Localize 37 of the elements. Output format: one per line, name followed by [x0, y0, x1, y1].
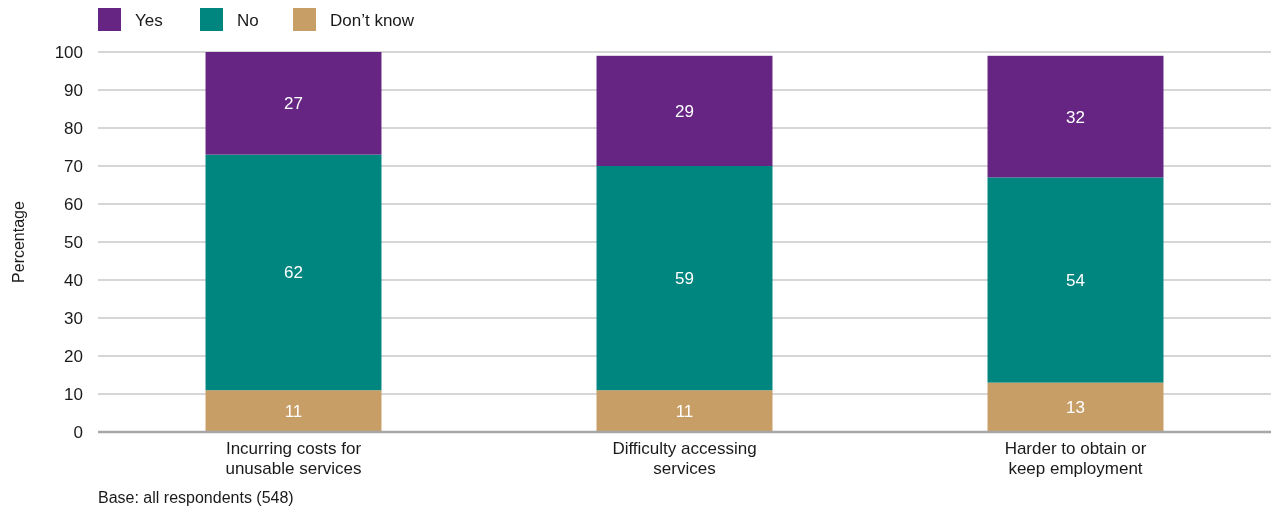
legend-label: Don’t know: [330, 10, 415, 30]
bar: [596, 166, 773, 391]
y-tick-label: 20: [64, 346, 83, 366]
y-tick-label: 70: [64, 156, 83, 176]
bar: [987, 382, 1164, 432]
y-tick-label: 10: [64, 384, 83, 404]
legend-label: No: [237, 10, 259, 30]
data-label: 11: [675, 402, 694, 422]
bar: [205, 52, 382, 155]
bar: [596, 390, 773, 432]
y-tick-label: 100: [54, 42, 83, 62]
y-tick-label: 30: [64, 308, 83, 328]
data-label: 32: [1066, 107, 1085, 127]
bar: [205, 154, 382, 391]
bar: [596, 55, 773, 166]
data-label: 59: [675, 269, 694, 289]
bar: [205, 390, 382, 432]
y-axis-title: Percentage: [10, 200, 27, 283]
data-label: 11: [284, 402, 303, 422]
data-label: 13: [1066, 398, 1085, 418]
text: Base: all respondents (548): [98, 489, 294, 506]
data-label: 27: [284, 94, 303, 114]
legend-label: Yes: [135, 10, 163, 30]
data-label: 54: [1066, 270, 1085, 290]
bar: [987, 55, 1164, 178]
y-tick-label: 80: [64, 118, 83, 138]
y-tick-label: 50: [64, 232, 83, 252]
data-label: 29: [675, 101, 694, 121]
x-tick-label: Difficulty accessing services: [612, 439, 757, 478]
x-tick-label: Incurring costs for unusable services: [225, 439, 362, 478]
y-tick-label: 40: [64, 270, 83, 290]
y-tick-label: 0: [73, 422, 83, 442]
bar: [987, 177, 1164, 383]
y-tick-label: 90: [64, 80, 83, 100]
data-label: 62: [284, 263, 303, 283]
x-tick-label: Harder to obtain or keep employment: [1004, 439, 1147, 478]
y-tick-label: 60: [64, 194, 83, 214]
